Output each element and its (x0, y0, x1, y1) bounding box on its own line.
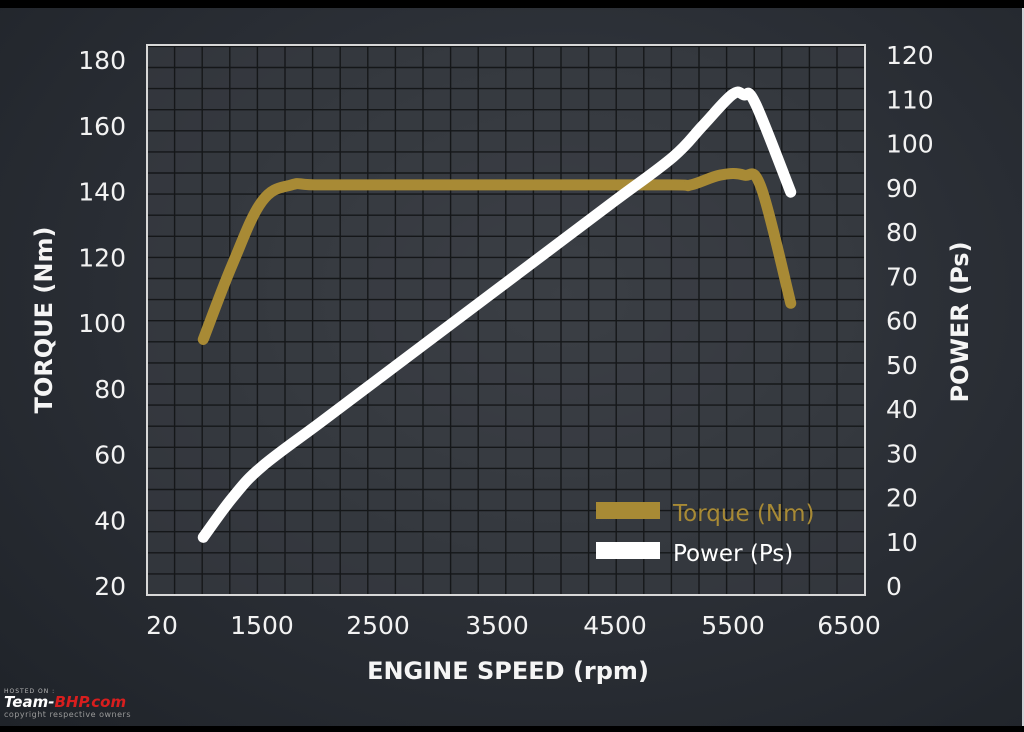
legend-power-label: Power (Ps) (673, 541, 793, 567)
svg-text:1500: 1500 (230, 611, 294, 640)
svg-text:6500: 6500 (817, 611, 881, 640)
torque-axis-title: TORQUE (Nm) (30, 227, 58, 414)
svg-text:60: 60 (94, 441, 126, 470)
power-axis-title: POWER (Ps) (946, 241, 974, 402)
svg-text:30: 30 (886, 439, 918, 468)
legend-power-swatch (596, 542, 660, 559)
power-axis-ticks: 0 10 20 30 40 50 60 70 80 90 100 110 120 (886, 41, 934, 601)
svg-text:2500: 2500 (346, 611, 410, 640)
watermark-brand: Team-BHP.com (4, 695, 194, 710)
watermark-brand-a: Team- (4, 693, 55, 711)
svg-text:140: 140 (78, 178, 126, 207)
svg-text:5500: 5500 (701, 611, 765, 640)
legend: Torque (Nm) Power (Ps) (596, 501, 814, 567)
svg-text:60: 60 (886, 307, 918, 336)
watermark-brand-b: BHP.com (54, 693, 127, 711)
power-curve (197, 86, 797, 543)
svg-text:0: 0 (886, 572, 902, 601)
svg-text:160: 160 (78, 112, 126, 141)
svg-text:100: 100 (886, 130, 934, 159)
svg-text:80: 80 (94, 375, 126, 404)
svg-text:3500: 3500 (465, 611, 529, 640)
svg-text:20: 20 (886, 484, 918, 513)
plot-frame (146, 44, 866, 596)
watermark-hosted: HOSTED ON : (4, 688, 56, 695)
svg-text:70: 70 (886, 262, 918, 291)
rpm-axis-title: ENGINE SPEED (rpm) (367, 657, 649, 685)
svg-text:40: 40 (886, 395, 918, 424)
legend-torque-swatch (596, 502, 660, 519)
svg-text:20: 20 (94, 572, 126, 601)
team-bhp-watermark: HOSTED ON : Team-BHP.com copyright respe… (4, 688, 194, 732)
svg-text:120: 120 (886, 41, 934, 70)
svg-text:80: 80 (886, 218, 918, 247)
plot-grid (146, 45, 866, 596)
chart-canvas: 20 40 60 80 100 120 140 160 180 0 10 20 30 40 50 60 70 8… (0, 8, 1024, 726)
svg-text:90: 90 (886, 174, 918, 203)
watermark-copyright: copyright respective owners (4, 710, 131, 719)
svg-text:40: 40 (94, 506, 126, 535)
torque-curve (197, 168, 797, 345)
svg-text:20: 20 (146, 611, 178, 640)
svg-text:180: 180 (78, 46, 126, 75)
svg-text:120: 120 (78, 243, 126, 272)
svg-text:10: 10 (886, 528, 918, 557)
rpm-axis-ticks: 20 1500 2500 3500 4500 5500 6500 (146, 611, 881, 640)
svg-text:110: 110 (886, 85, 934, 114)
legend-torque-label: Torque (Nm) (672, 501, 814, 527)
svg-text:100: 100 (78, 309, 126, 338)
torque-axis-ticks: 20 40 60 80 100 120 140 160 180 (78, 46, 126, 601)
svg-text:50: 50 (886, 351, 918, 380)
svg-text:4500: 4500 (583, 611, 647, 640)
